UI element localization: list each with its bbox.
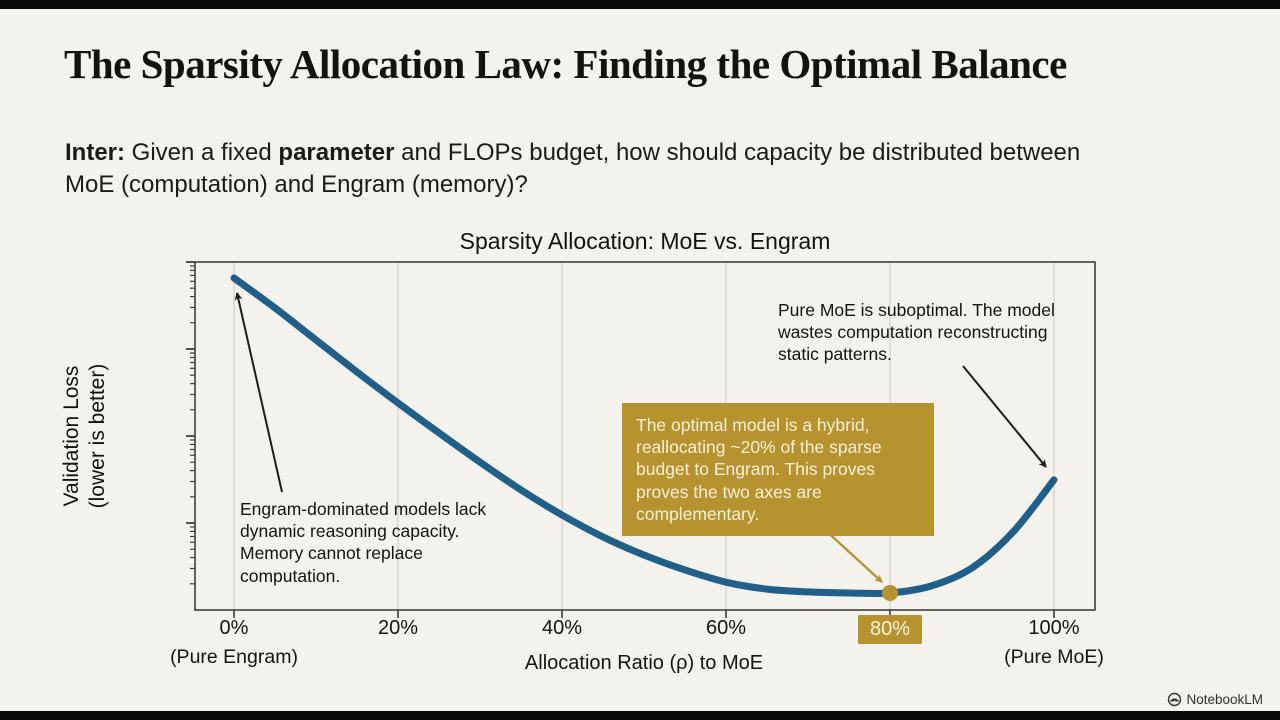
optimal-point-marker	[882, 584, 898, 601]
y-axis-label-line2: (lower is better)	[86, 363, 109, 509]
watermark-label: NotebookLM	[1186, 692, 1263, 707]
notebooklm-icon	[1168, 692, 1182, 707]
watermark: NotebookLM	[1167, 692, 1263, 707]
annotation-arrow-2	[822, 527, 883, 583]
question-text: Inter: Given a fixed parameter and FLOPs…	[65, 137, 1135, 200]
annotation-arrow-0	[234, 292, 283, 493]
x-tick-40: 40%	[541, 617, 583, 639]
question-bold-parameter: parameter	[278, 139, 395, 166]
y-axis-label-line1: Validation Loss	[59, 365, 83, 507]
annotation-engram-dominated: Engram-dominated models lack dynamic rea…	[240, 499, 487, 586]
chart-title: Sparsity Allocation: MoE vs. Engram	[459, 228, 831, 254]
loss-curve	[230, 274, 1058, 598]
x-tick-0: 0%	[219, 617, 249, 639]
x-sublabel-pure-engram: (Pure Engram)	[170, 646, 298, 668]
question-segment-2: and FLOPs budget, how should capacity be…	[65, 139, 1081, 198]
question-bold-prefix: Inter:	[65, 139, 125, 166]
x-sublabel-pure-moe: (Pure MoE)	[1004, 646, 1104, 668]
slide-title: The Sparsity Allocation Law: Finding the…	[64, 41, 1067, 87]
annotation-optimal-hybrid-callout: The optimal model is a hybrid, reallocat…	[622, 403, 934, 537]
question-segment-1: Given a fixed	[125, 139, 279, 166]
x-tick-60: 60%	[705, 617, 747, 639]
letterbox-top	[0, 0, 1280, 9]
letterbox-bottom	[0, 711, 1280, 720]
x-tick-100: 100%	[1028, 617, 1080, 639]
x-tick-80-highlighted: 80%	[857, 615, 923, 644]
x-tick-20: 20%	[377, 617, 419, 639]
annotation-arrow-1	[962, 365, 1047, 468]
annotation-pure-moe: Pure MoE is suboptimal. The model wastes…	[778, 300, 1055, 365]
x-axis-label: Allocation Ratio (ρ) to MoE	[524, 652, 764, 674]
